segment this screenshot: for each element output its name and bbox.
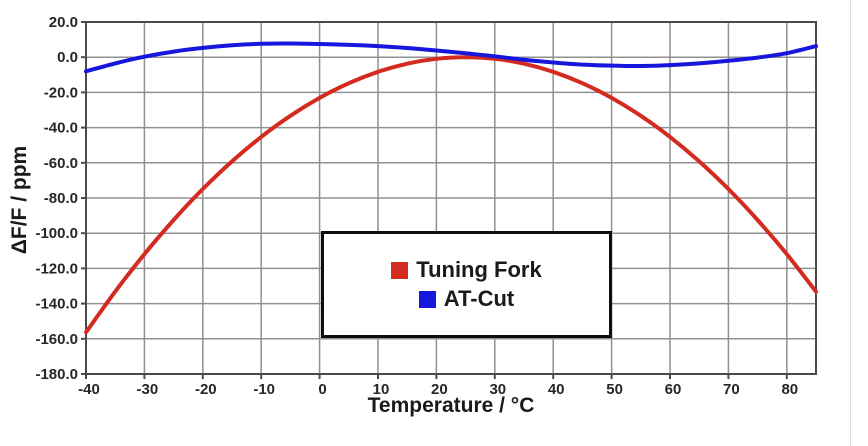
legend-label-at-cut: AT-Cut — [443, 286, 515, 311]
x-tick-label: 20 — [431, 381, 448, 398]
y-tick-label: -120.0 — [35, 260, 78, 277]
x-tick-label: 30 — [489, 381, 506, 398]
page-divider-line — [850, 0, 851, 446]
x-tick-label: -10 — [253, 381, 275, 398]
data-curves — [84, 41, 818, 335]
y-tick-label: 0.0 — [57, 49, 78, 66]
y-tick-label: -80.0 — [44, 190, 78, 207]
legend-item-at-cut: AT-Cut — [418, 286, 515, 311]
x-tick-label: -30 — [137, 381, 159, 398]
legend-box: Tuning Fork AT-Cut — [321, 231, 612, 338]
x-tick-label: 50 — [606, 381, 623, 398]
x-tick-label: -20 — [195, 381, 217, 398]
y-tick-label: 20.0 — [49, 14, 78, 31]
curve-at-cut — [84, 41, 818, 74]
plot-border — [85, 21, 817, 375]
y-axis-title: ΔF/F / ppm — [8, 145, 31, 255]
x-tick-label: 70 — [723, 381, 740, 398]
y-tick-label: -160.0 — [35, 331, 78, 348]
x-tick-label: 40 — [548, 381, 565, 398]
legend-item-tuning-fork: Tuning Fork — [391, 257, 542, 282]
x-axis-title: Temperature / °C — [367, 394, 535, 417]
y-tick-label: -140.0 — [35, 296, 78, 313]
y-tick-label: -40.0 — [44, 120, 78, 137]
legend-swatch-blue — [418, 290, 436, 308]
x-tick-label: 10 — [373, 381, 390, 398]
legend-label-tuning-fork: Tuning Fork — [416, 257, 542, 282]
x-tick-label: 80 — [781, 381, 798, 398]
x-tick-label: 0 — [318, 381, 326, 398]
tick-labels: 20.0 0.0 -20.0 -40.0 -60.0 -80.0 -100.0 -120.0 -… — [35, 14, 798, 398]
x-tick-label: -40 — [78, 381, 100, 398]
curve-tuning-fork — [84, 55, 818, 335]
y-tick-label: -100.0 — [35, 225, 78, 242]
y-tick-label: -180.0 — [35, 366, 78, 383]
y-tick-label: -20.0 — [44, 84, 78, 101]
legend-swatch-red — [391, 261, 409, 279]
y-tick-label: -60.0 — [44, 155, 78, 172]
x-tick-label: 60 — [665, 381, 682, 398]
